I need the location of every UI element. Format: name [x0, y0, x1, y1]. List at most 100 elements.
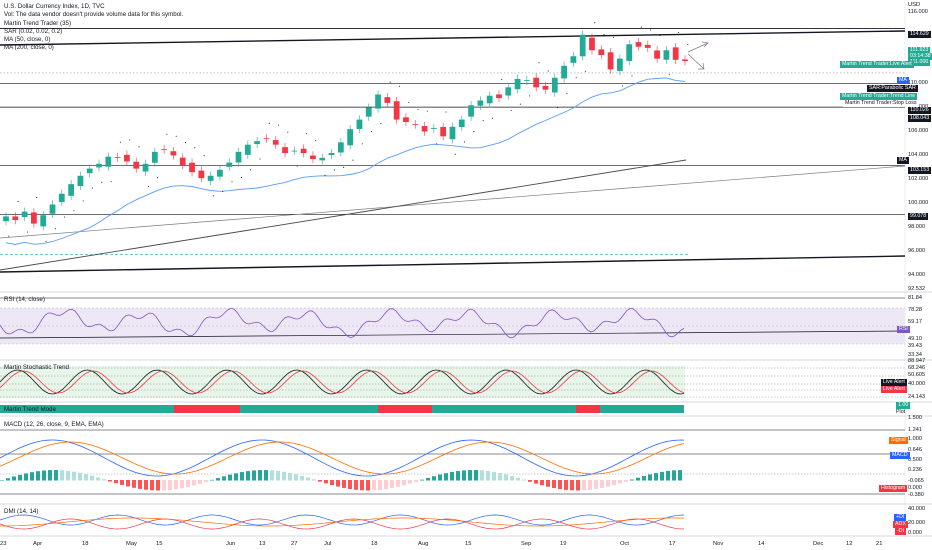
dmi-tag: +DI: [894, 514, 907, 521]
time-tick-label[interactable]: Nov: [713, 541, 724, 547]
time-tick-label[interactable]: Oct: [620, 541, 630, 547]
candle-body: [310, 155, 316, 160]
candle-body: [644, 44, 651, 48]
indicator-martin-trend-trader[interactable]: Martin Trend Trader (35): [4, 19, 72, 27]
stoch-title[interactable]: Martin Stochastic Trend: [4, 364, 69, 371]
trend-mode-bar: [114, 405, 120, 413]
time-tick-label[interactable]: Dec: [813, 541, 824, 547]
sar-dot: [296, 165, 298, 167]
sar-dot: [184, 142, 187, 144]
macd-histogram-bar: [132, 480, 136, 488]
dmi-minus-line: [0, 518, 685, 530]
trend-mode-bar: [558, 405, 564, 413]
sar-dot: [426, 110, 428, 112]
trend-mode-bar: [600, 405, 606, 413]
trend-mode-bar: [306, 405, 312, 413]
sar-dot: [138, 146, 140, 148]
sar-dot: [157, 177, 159, 179]
macd-tick-label: 1.241: [908, 427, 922, 433]
time-tick-label[interactable]: 15: [156, 541, 163, 547]
candle-body: [77, 175, 84, 186]
candle-body: [505, 87, 512, 96]
grid-layer: [0, 0, 932, 537]
macd-histogram-bar: [234, 473, 238, 481]
trend-mode-bar: [546, 405, 552, 413]
indicator-ma200[interactable]: MA (200, close, 0): [4, 44, 54, 52]
indicator-ma50[interactable]: MA (50, close, 0): [4, 36, 51, 44]
macd-histogram-bar: [240, 472, 244, 481]
candle-body: [607, 52, 614, 70]
macd-tick-label: 0.236: [908, 467, 922, 473]
candle-body: [105, 156, 112, 167]
trend-mode-bar: [426, 405, 432, 413]
ma50-line: [5, 77, 686, 245]
gray-channel-line: [0, 165, 906, 239]
candle-body: [617, 58, 623, 71]
time-tick-label[interactable]: 14: [758, 541, 765, 547]
trend-mode-bar: [432, 405, 438, 413]
price-tag: 110.026: [908, 107, 931, 114]
trend-mode-bar: [192, 405, 198, 413]
time-tick-label[interactable]: Jun: [226, 541, 236, 547]
trend-mode-bar: [336, 405, 342, 413]
sar-dot: [622, 85, 624, 87]
time-tick-label[interactable]: 17: [669, 541, 676, 547]
time-tick-label[interactable]: 15: [465, 541, 472, 547]
time-tick-label[interactable]: 19: [560, 541, 567, 547]
time-tick-label[interactable]: 18: [82, 541, 89, 547]
rsi-title[interactable]: RSI (14, close): [4, 296, 45, 303]
sar-dot: [529, 95, 531, 97]
trend-mode-bar: [366, 405, 372, 413]
sar-dot: [677, 31, 680, 33]
sar-dot: [538, 62, 540, 64]
macd-tag: MACD: [890, 452, 910, 459]
time-tick-label[interactable]: 21: [876, 541, 883, 547]
time-tick-label[interactable]: 18: [371, 541, 378, 547]
symbol-title[interactable]: U.S. Dollar Currency Index, 1D, TVC: [4, 3, 105, 10]
macd-histogram-bar: [606, 480, 610, 487]
trend-mode-bar: [624, 405, 630, 413]
time-tick-label[interactable]: 13: [259, 541, 266, 547]
time-tick-label[interactable]: 27: [291, 541, 298, 547]
trend-mode-bar: [66, 405, 72, 413]
macd-histogram-bar: [504, 474, 508, 481]
macd-histogram-bar: [384, 480, 388, 490]
macd-title[interactable]: MACD (12, 26, close, 9, EMA, EMA): [4, 421, 104, 428]
macd-histogram-bar: [438, 474, 442, 481]
trend-mode-bar: [186, 405, 192, 413]
sar-dot: [482, 120, 484, 122]
candle-body: [356, 119, 363, 129]
macd-histogram-bar: [114, 480, 118, 484]
sar-dot: [73, 210, 75, 212]
trend-mode-bar: [414, 405, 420, 413]
time-tick-label[interactable]: Apr: [33, 541, 43, 547]
macd-histogram-bar: [534, 480, 538, 484]
candle-body: [682, 59, 688, 62]
rsi-tick-label: 81.84: [908, 295, 922, 301]
trend-mode-title[interactable]: Martin Trend Mode: [4, 406, 56, 413]
macd-histogram-bar: [60, 470, 64, 481]
dmi-tag: ADX: [893, 521, 908, 528]
macd-histogram-bar: [420, 479, 424, 481]
time-tick-label[interactable]: Aug: [418, 541, 429, 547]
macd-histogram-bar: [678, 470, 682, 481]
macd-histogram-bar: [252, 470, 256, 481]
price-tick-label: 110.000: [908, 80, 928, 87]
macd-histogram-bar: [348, 480, 352, 489]
time-tick-label[interactable]: Sep: [521, 541, 532, 547]
macd-histogram-bar: [480, 470, 484, 481]
time-tick-label[interactable]: May: [126, 541, 137, 547]
sar-dot: [101, 181, 103, 183]
dmi-title[interactable]: DMI (14, 14): [4, 508, 39, 515]
trend-mode-bar: [474, 405, 480, 413]
trend-mode-bar: [456, 405, 462, 413]
time-tick-label[interactable]: 23: [0, 541, 7, 547]
indicator-sar[interactable]: SAR (0.02, 0.02, 0.2): [4, 27, 63, 35]
sar-dot: [64, 216, 66, 218]
macd-histogram-bar: [246, 471, 250, 481]
time-tick-label[interactable]: 12: [846, 541, 853, 547]
time-tick-label[interactable]: Jul: [324, 541, 332, 547]
candle-body: [496, 94, 502, 99]
macd-histogram-bar: [0, 480, 4, 481]
